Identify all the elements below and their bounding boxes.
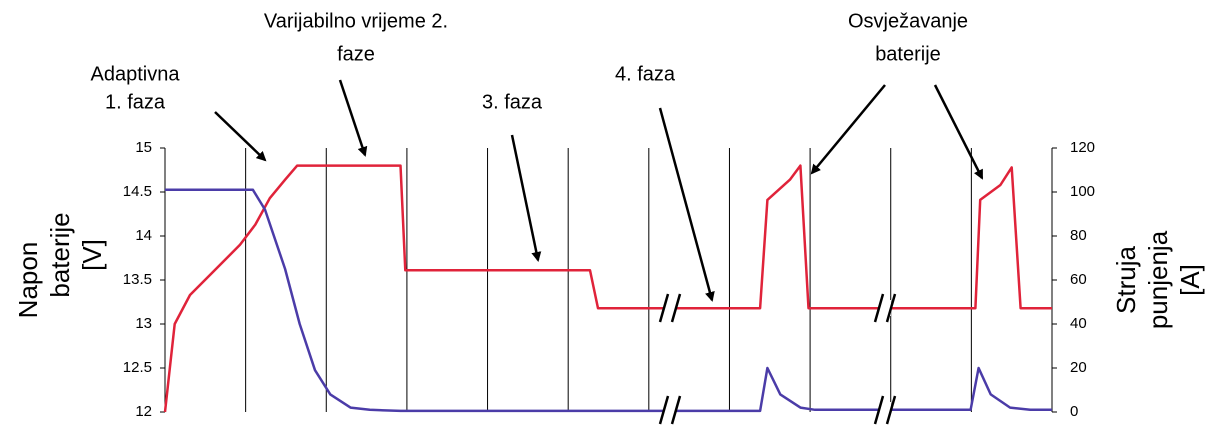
break-slash	[885, 395, 897, 425]
y-tick-label: 15	[135, 139, 152, 156]
break-gap	[664, 402, 676, 418]
y-axis-label: [V]	[77, 239, 107, 271]
y-tick-label: 13.5	[123, 271, 152, 288]
y2-axis-label: punjenja	[1143, 230, 1173, 329]
annotation: 1. faza	[105, 91, 166, 113]
arrow	[338, 79, 368, 157]
data-line	[163, 164, 1052, 413]
break-gap	[879, 300, 891, 316]
y-tick-label: 12.5	[123, 359, 152, 376]
axis-break	[873, 395, 897, 425]
arrow	[510, 134, 542, 262]
y2-tick-label: 60	[1070, 271, 1087, 288]
annotation: 4. faza	[615, 63, 676, 85]
y-tick-label: 12	[135, 403, 152, 420]
annotation: faze	[337, 43, 375, 65]
break-slash	[670, 395, 682, 425]
annotation: Varijabilno vrijeme 2.	[264, 10, 448, 32]
y-tick-label: 14	[135, 227, 152, 244]
y2-tick-label: 80	[1070, 227, 1087, 244]
data-line	[165, 188, 1052, 413]
annotation: Osvježavanje	[848, 10, 968, 32]
break-slash	[658, 395, 670, 425]
y2-tick-label: 0	[1070, 403, 1078, 420]
break-slash	[873, 293, 885, 323]
break-gap	[879, 402, 891, 418]
break-slash	[658, 293, 670, 323]
axis-break	[658, 395, 682, 425]
y2-tick-label: 40	[1070, 315, 1087, 332]
y2-tick-label: 20	[1070, 359, 1087, 376]
y-tick-label: 13	[135, 315, 152, 332]
break-slash	[873, 395, 885, 425]
axis-break	[873, 293, 897, 323]
y2-axis-label: Struja	[1111, 246, 1141, 314]
y-axis-label: Napon	[13, 242, 43, 319]
break-slash	[885, 293, 897, 323]
y2-tick-label: 100	[1070, 183, 1095, 200]
annotation: Adaptivna	[91, 63, 181, 85]
break-gap	[664, 300, 676, 316]
arrows	[214, 79, 984, 302]
annotation: 3. faza	[482, 91, 543, 113]
annotation: baterije	[875, 43, 941, 65]
arrow	[933, 84, 984, 180]
y-tick-label: 14.5	[123, 183, 152, 200]
plot-area: 12 12.5 13 13.5 14 14.5 15 0 20 40 60 80 100 120	[123, 139, 1095, 425]
y2-tick-label: 120	[1070, 139, 1095, 156]
axis-break	[658, 293, 682, 323]
arrow	[658, 107, 715, 302]
y-axis-label: baterije	[45, 212, 75, 297]
y2-axis-label: [A]	[1175, 264, 1205, 296]
arrow	[214, 111, 267, 162]
break-slash	[670, 293, 682, 323]
arrow	[810, 84, 886, 175]
